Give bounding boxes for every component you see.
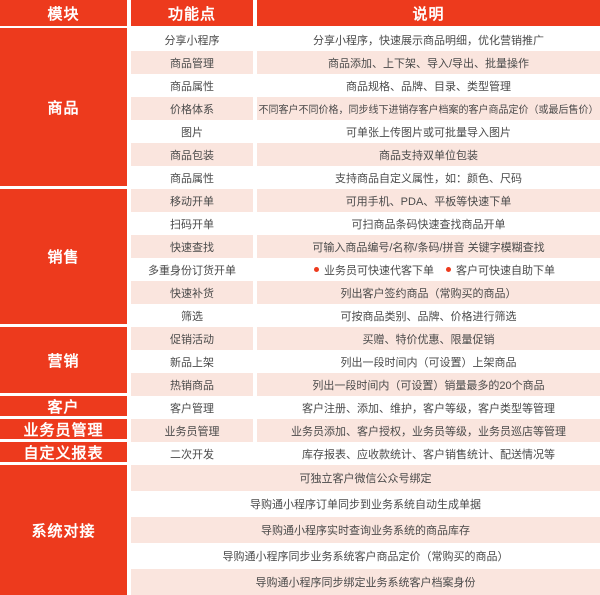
table-row: 导购通小程序实时查询业务系统的商品库存 bbox=[131, 517, 600, 543]
row-description: 不同客户不同价格，同步线下进销存客户档案的客户商品定价（或最后售价） bbox=[257, 97, 600, 120]
module-cell: 客户 bbox=[0, 396, 127, 419]
feature-name: 商品包装 bbox=[131, 143, 253, 166]
table-row: 商品包装 商品支持双单位包装 bbox=[131, 143, 600, 166]
table-row: 导购通小程序订单同步到业务系统自动生成单据 bbox=[131, 491, 600, 517]
table-row: 商品管理 商品添加、上下架、导入/导出、批量操作 bbox=[131, 51, 600, 74]
feature-name: 商品属性 bbox=[131, 74, 253, 97]
module-cell: 销售 bbox=[0, 189, 127, 327]
row-description: 商品添加、上下架、导入/导出、批量操作 bbox=[257, 51, 600, 74]
row-description: 可单张上传图片或可批量导入图片 bbox=[257, 120, 600, 143]
row-description: 支持商品自定义属性，如：颜色、尺码 bbox=[257, 166, 600, 189]
row-description: 业务员添加、客户授权，业务员等级，业务员巡店等管理 bbox=[257, 419, 600, 442]
table-row: 图片 可单张上传图片或可批量导入图片 bbox=[131, 120, 600, 143]
header-feature: 功能点 bbox=[131, 0, 253, 26]
row-description: 可扫商品条码快速查找商品开单 bbox=[257, 212, 600, 235]
row-description: 库存报表、应收款统计、客户销售统计、配送情况等 bbox=[257, 442, 600, 465]
module-cell: 商品 bbox=[0, 28, 127, 189]
row-description: 买赠、特价优惠、限量促销 bbox=[257, 327, 600, 350]
module-cell: 自定义报表 bbox=[0, 442, 127, 465]
table-body: 商品销售营销客户业务员管理自定义报表系统对接 分享小程序 分享小程序，快速展示商品… bbox=[0, 28, 600, 595]
feature-name: 促销活动 bbox=[131, 327, 253, 350]
row-description: 可用手机、PDA、平板等快速下单 bbox=[257, 189, 600, 212]
table-row: 新品上架 列出一段时间内（可设置）上架商品 bbox=[131, 350, 600, 373]
row-description: 分享小程序，快速展示商品明细，优化营销推广 bbox=[257, 28, 600, 51]
table-row: 商品属性 商品规格、品牌、目录、类型管理 bbox=[131, 74, 600, 97]
table-row: 业务员管理 业务员添加、客户授权，业务员等级，业务员巡店等管理 bbox=[131, 419, 600, 442]
feature-name: 移动开单 bbox=[131, 189, 253, 212]
table-row: 多重身份订货开单 业务员可快速代客下单 客户可快速自助下单 bbox=[131, 258, 600, 281]
table-row: 二次开发 库存报表、应收款统计、客户销售统计、配送情况等 bbox=[131, 442, 600, 465]
bullet-icon bbox=[314, 267, 319, 272]
feature-name: 快速查找 bbox=[131, 235, 253, 258]
module-cell: 业务员管理 bbox=[0, 419, 127, 442]
module-label: 客户 bbox=[47, 398, 80, 416]
row-description: 列出一段时间内（可设置）销量最多的20个商品 bbox=[257, 373, 600, 396]
row-description: 可独立客户微信公众号绑定 bbox=[131, 465, 600, 491]
row-description: 可输入商品编号/名称/条码/拼音 关键字模糊查找 bbox=[257, 235, 600, 258]
table-row: 分享小程序 分享小程序，快速展示商品明细，优化营销推广 bbox=[131, 28, 600, 51]
feature-name: 热销商品 bbox=[131, 373, 253, 396]
module-label: 销售 bbox=[47, 249, 80, 266]
feature-name: 二次开发 bbox=[131, 442, 253, 465]
table-row: 热销商品 列出一段时间内（可设置）销量最多的20个商品 bbox=[131, 373, 600, 396]
table-row: 客户管理 客户注册、添加、维护，客户等级，客户类型等管理 bbox=[131, 396, 600, 419]
module-label: 业务员管理 bbox=[23, 421, 104, 439]
row-description: 导购通小程序同步业务系统客户商品定价（常购买的商品） bbox=[131, 543, 600, 569]
feature-name: 商品属性 bbox=[131, 166, 253, 189]
module-label: 系统对接 bbox=[31, 522, 96, 540]
feature-name: 分享小程序 bbox=[131, 28, 253, 51]
feature-name: 业务员管理 bbox=[131, 419, 253, 442]
feature-name: 筛选 bbox=[131, 304, 253, 327]
feature-name: 价格体系 bbox=[131, 97, 253, 120]
table-row: 导购通小程序同步绑定业务系统客户档案身份 bbox=[131, 569, 600, 595]
row-description: 列出客户签约商品（常购买的商品） bbox=[257, 281, 600, 304]
table-row: 扫码开单 可扫商品条码快速查找商品开单 bbox=[131, 212, 600, 235]
row-description: 导购通小程序同步绑定业务系统客户档案身份 bbox=[131, 569, 600, 595]
row-description: 可按商品类别、品牌、价格进行筛选 bbox=[257, 304, 600, 327]
table-row: 筛选 可按商品类别、品牌、价格进行筛选 bbox=[131, 304, 600, 327]
feature-name: 客户管理 bbox=[131, 396, 253, 419]
header-description: 说明 bbox=[257, 0, 600, 26]
module-cell: 营销 bbox=[0, 327, 127, 396]
table-row: 促销活动 买赠、特价优惠、限量促销 bbox=[131, 327, 600, 350]
module-label: 自定义报表 bbox=[23, 444, 104, 462]
row-description: 导购通小程序订单同步到业务系统自动生成单据 bbox=[131, 491, 600, 517]
table-row: 快速补货 列出客户签约商品（常购买的商品） bbox=[131, 281, 600, 304]
feature-name: 新品上架 bbox=[131, 350, 253, 373]
module-label: 营销 bbox=[47, 352, 80, 370]
row-description: 客户注册、添加、维护，客户等级，客户类型等管理 bbox=[257, 396, 600, 419]
feature-name: 扫码开单 bbox=[131, 212, 253, 235]
module-cell: 系统对接 bbox=[0, 465, 127, 595]
module-label: 商品 bbox=[47, 99, 80, 117]
table-row: 价格体系 不同客户不同价格，同步线下进销存客户档案的客户商品定价（或最后售价） bbox=[131, 97, 600, 120]
feature-name: 商品管理 bbox=[131, 51, 253, 74]
row-description: 商品规格、品牌、目录、类型管理 bbox=[257, 74, 600, 97]
table-header-row: 模块 功能点 说明 bbox=[0, 0, 600, 26]
row-description: 列出一段时间内（可设置）上架商品 bbox=[257, 350, 600, 373]
rows-column: 分享小程序 分享小程序，快速展示商品明细，优化营销推广 商品管理 商品添加、上下架、导… bbox=[131, 28, 600, 595]
row-description: 导购通小程序实时查询业务系统的商品库存 bbox=[131, 517, 600, 543]
row-description: 商品支持双单位包装 bbox=[257, 143, 600, 166]
bullet-icon bbox=[446, 267, 451, 272]
table-row: 快速查找 可输入商品编号/名称/条码/拼音 关键字模糊查找 bbox=[131, 235, 600, 258]
module-column: 商品销售营销客户业务员管理自定义报表系统对接 bbox=[0, 28, 127, 595]
table-row: 导购通小程序同步业务系统客户商品定价（常购买的商品） bbox=[131, 543, 600, 569]
bullet-text: 客户可快速自助下单 bbox=[456, 264, 555, 277]
table-row: 商品属性 支持商品自定义属性，如：颜色、尺码 bbox=[131, 166, 600, 189]
feature-name: 图片 bbox=[131, 120, 253, 143]
table-row: 可独立客户微信公众号绑定 bbox=[131, 465, 600, 491]
table-row: 移动开单 可用手机、PDA、平板等快速下单 bbox=[131, 189, 600, 212]
feature-name: 多重身份订货开单 bbox=[131, 258, 253, 281]
header-module: 模块 bbox=[0, 0, 127, 26]
row-description: 业务员可快速代客下单 客户可快速自助下单 bbox=[257, 258, 600, 281]
feature-name: 快速补货 bbox=[131, 281, 253, 304]
bullet-text: 业务员可快速代客下单 bbox=[324, 264, 434, 277]
